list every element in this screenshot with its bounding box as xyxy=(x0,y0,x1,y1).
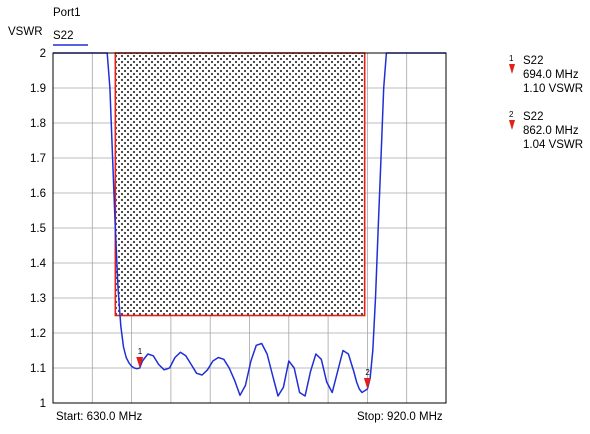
y-tick-label: 1.8 xyxy=(30,118,46,130)
marker-triangle-icon xyxy=(509,120,515,130)
x-start-label: Start: 630.0 MHz xyxy=(56,411,143,423)
marker-number: 2 xyxy=(509,110,514,119)
marker-triangle-icon xyxy=(509,64,515,74)
marker-triangle xyxy=(363,378,371,389)
y-tick-label: 1.4 xyxy=(30,258,47,270)
y-tick-label: 1.9 xyxy=(30,83,46,95)
plot-frame xyxy=(52,52,447,404)
trace-line-s22 xyxy=(53,52,446,397)
y-tick-label: 1.6 xyxy=(30,188,46,200)
y-tick-label: 1.7 xyxy=(30,153,46,165)
marker-trace: S22 xyxy=(523,55,544,67)
y-axis-label: VSWR xyxy=(8,26,43,38)
marker-value: 1.10 VSWR xyxy=(523,83,584,95)
marker-number-label: 2 xyxy=(365,368,370,377)
marker-frequency: 862.0 MHz xyxy=(523,125,579,137)
limit-mask-region xyxy=(115,53,365,316)
trace-name-label[interactable]: S22 xyxy=(53,30,74,42)
x-stop-label: Stop: 920.0 MHz xyxy=(357,411,443,423)
y-tick-label: 1.2 xyxy=(30,328,46,340)
y-tick-label: 2 xyxy=(40,48,46,60)
y-tick-label: 1.5 xyxy=(30,223,46,235)
y-tick-label: 1.1 xyxy=(30,363,46,375)
marker-triangle xyxy=(136,357,144,368)
y-tick-label: 1 xyxy=(40,398,46,410)
marker-value: 1.04 VSWR xyxy=(523,139,584,151)
marker-trace: S22 xyxy=(523,111,544,123)
marker-number: 1 xyxy=(509,54,514,63)
y-tick-label: 1.3 xyxy=(30,293,46,305)
marker-frequency: 694.0 MHz xyxy=(523,69,579,81)
marker-number-label: 1 xyxy=(138,347,143,356)
port-label: Port1 xyxy=(53,7,81,19)
